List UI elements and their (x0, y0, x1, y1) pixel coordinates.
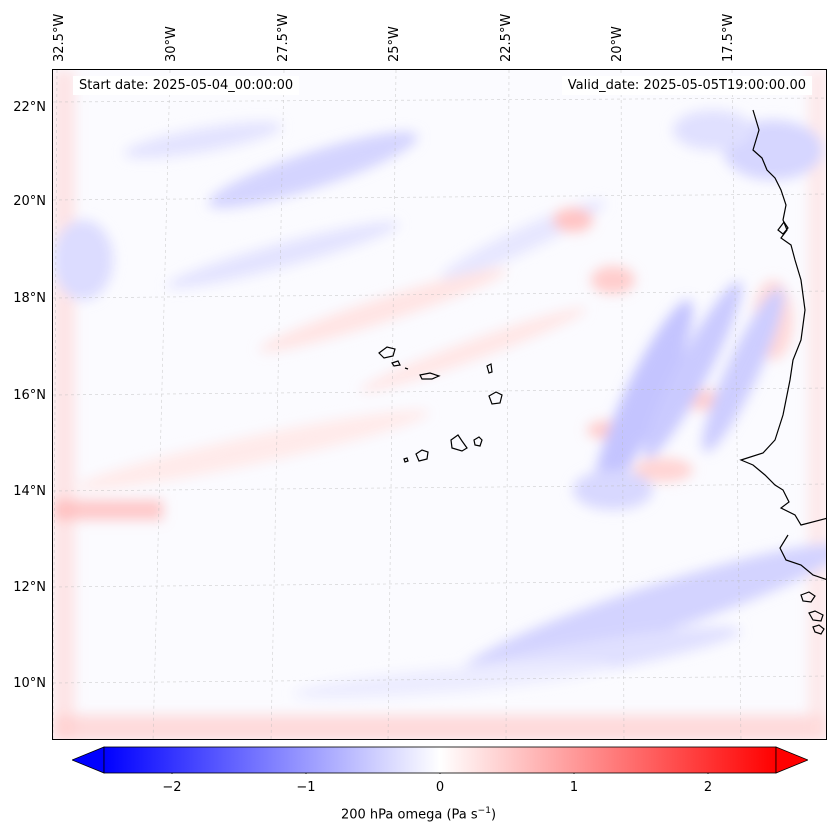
lat-label-14n: 14°N (13, 484, 46, 499)
colorbar-ticks (171, 773, 709, 774)
lon-label-25w: 25°W (387, 26, 402, 62)
lon-label-30w: 30°W (164, 26, 179, 62)
lat-label-20n: 20°N (13, 194, 46, 209)
omega-shading (53, 70, 826, 739)
lat-label-22n: 22°N (13, 100, 46, 115)
colorbar-tick-2: 2 (703, 780, 713, 795)
colorbar-tick-0: 0 (435, 780, 445, 795)
colorbar-title: 200 hPa omega (Pa s−1) (0, 806, 837, 822)
colorbar-title-suffix: ) (490, 807, 497, 823)
colorbar-gradient (103, 746, 777, 774)
colorbar-extend-low (72, 746, 105, 774)
colorbar-tick-minus1: −1 (296, 780, 316, 795)
colorbar-extend-high (775, 746, 808, 774)
cape-verde-islands (378, 346, 503, 463)
valid-date-label: Valid_date: 2025-05-05T19:00:00.00 (561, 76, 812, 95)
colorbar-title-text: 200 hPa omega (Pa s (340, 807, 478, 823)
colorbar (72, 746, 808, 774)
start-date-label: Start date: 2025-05-04_00:00:00 (73, 76, 300, 95)
lon-label-27-5w: 27.5°W (276, 13, 291, 62)
west-africa-coastline (739, 109, 826, 635)
lat-label-10n: 10°N (13, 676, 46, 691)
colorbar-tick-minus2: −2 (162, 780, 182, 795)
lon-label-17-5w: 17.5°W (721, 13, 736, 62)
lat-label-16n: 16°N (13, 388, 46, 403)
map-panel (52, 69, 827, 740)
lon-label-32-5w: 32.5°W (52, 13, 67, 62)
colorbar-title-exponent: −1 (477, 806, 491, 816)
lon-label-20w: 20°W (610, 26, 625, 62)
lat-label-18n: 18°N (13, 291, 46, 306)
colorbar-tick-1: 1 (569, 780, 579, 795)
omega-field-map (53, 70, 826, 739)
graticule (53, 70, 826, 739)
lat-label-12n: 12°N (13, 580, 46, 595)
lon-label-22-5w: 22.5°W (499, 13, 514, 62)
